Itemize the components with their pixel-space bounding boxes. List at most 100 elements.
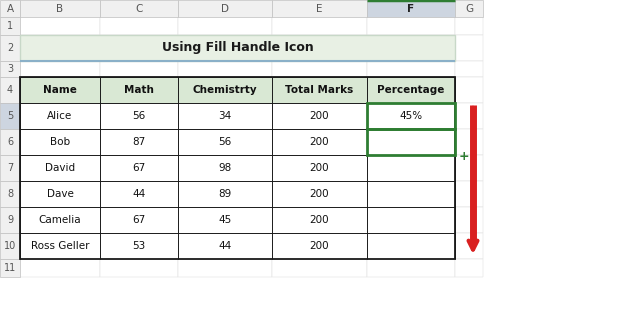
Bar	[100, 233, 178, 259]
Bar	[20, 35, 100, 61]
Bar	[367, 0, 455, 17]
Text: Camelia: Camelia	[39, 215, 82, 225]
Text: 6: 6	[7, 137, 13, 147]
Text: exceldemy: exceldemy	[183, 234, 266, 248]
Bar	[0, 0, 20, 17]
Text: C: C	[135, 3, 143, 14]
Bar	[20, 181, 455, 207]
Bar	[20, 233, 100, 259]
Bar	[367, 207, 455, 233]
Bar	[455, 155, 483, 181]
Bar	[178, 155, 272, 181]
Bar	[20, 233, 455, 259]
Bar	[0, 259, 20, 277]
Bar	[455, 103, 483, 129]
Bar	[0, 35, 20, 61]
Bar	[272, 207, 367, 233]
Bar	[20, 77, 455, 103]
Text: 45: 45	[218, 215, 231, 225]
Bar	[20, 129, 455, 155]
Bar	[20, 181, 100, 207]
Text: 56: 56	[132, 111, 145, 121]
Bar	[367, 103, 455, 129]
Bar	[367, 259, 455, 277]
Text: 10: 10	[4, 241, 16, 251]
Text: 1: 1	[7, 21, 13, 31]
Bar	[367, 129, 455, 155]
Bar	[367, 17, 455, 35]
Bar	[20, 259, 100, 277]
Text: F: F	[408, 3, 414, 14]
Text: 44: 44	[132, 189, 145, 199]
Bar	[367, 103, 455, 129]
Bar	[20, 207, 455, 233]
Bar	[272, 17, 367, 35]
Text: David: David	[45, 163, 75, 173]
Text: 56: 56	[218, 137, 231, 147]
Text: +: +	[459, 150, 470, 164]
Bar	[100, 77, 178, 103]
Text: 7: 7	[7, 163, 13, 173]
Bar	[178, 103, 272, 129]
Bar	[20, 129, 100, 155]
Bar	[100, 103, 178, 129]
Bar	[100, 61, 178, 77]
Bar	[20, 77, 100, 103]
Text: 200: 200	[310, 241, 329, 251]
Text: 9: 9	[7, 215, 13, 225]
Bar	[20, 35, 455, 61]
Text: 200: 200	[310, 137, 329, 147]
Bar	[367, 233, 455, 259]
Text: Using Fill Handle Icon: Using Fill Handle Icon	[162, 41, 314, 55]
Text: 87: 87	[132, 137, 145, 147]
Bar	[0, 181, 20, 207]
Text: Percentage: Percentage	[377, 85, 445, 95]
Bar	[0, 77, 20, 103]
Text: B: B	[56, 3, 63, 14]
Bar	[455, 207, 483, 233]
Bar	[100, 0, 178, 17]
Text: 67: 67	[132, 215, 145, 225]
Bar	[367, 35, 455, 61]
Bar	[272, 129, 367, 155]
Bar	[20, 77, 455, 259]
Text: E: E	[316, 3, 323, 14]
Bar	[272, 181, 367, 207]
Text: 5: 5	[7, 111, 13, 121]
Bar	[455, 61, 483, 77]
Bar	[100, 155, 178, 181]
Bar	[272, 155, 367, 181]
Bar	[0, 233, 20, 259]
Text: 4: 4	[7, 85, 13, 95]
Bar	[0, 17, 20, 35]
Text: A: A	[6, 3, 14, 14]
Text: G: G	[465, 3, 473, 14]
Bar	[455, 129, 483, 155]
Text: Chemistrty: Chemistrty	[192, 85, 257, 95]
Bar	[178, 17, 272, 35]
Bar	[0, 155, 20, 181]
Text: 11: 11	[4, 263, 16, 273]
Bar	[100, 181, 178, 207]
Text: 2: 2	[7, 43, 13, 53]
Bar	[20, 155, 100, 181]
Bar	[100, 207, 178, 233]
Bar	[178, 61, 272, 77]
Bar	[178, 77, 272, 103]
Bar	[367, 129, 455, 155]
Text: Dave: Dave	[46, 189, 73, 199]
Bar	[272, 259, 367, 277]
Bar	[455, 0, 483, 17]
Text: 45%: 45%	[399, 111, 423, 121]
Bar	[272, 233, 367, 259]
Bar	[272, 61, 367, 77]
Bar	[178, 129, 272, 155]
Bar	[20, 103, 100, 129]
Text: 3: 3	[7, 64, 13, 74]
Text: Alice: Alice	[48, 111, 73, 121]
Bar	[367, 61, 455, 77]
Bar	[20, 103, 455, 129]
Bar	[455, 35, 483, 61]
Text: 34: 34	[218, 111, 231, 121]
Text: 200: 200	[310, 215, 329, 225]
